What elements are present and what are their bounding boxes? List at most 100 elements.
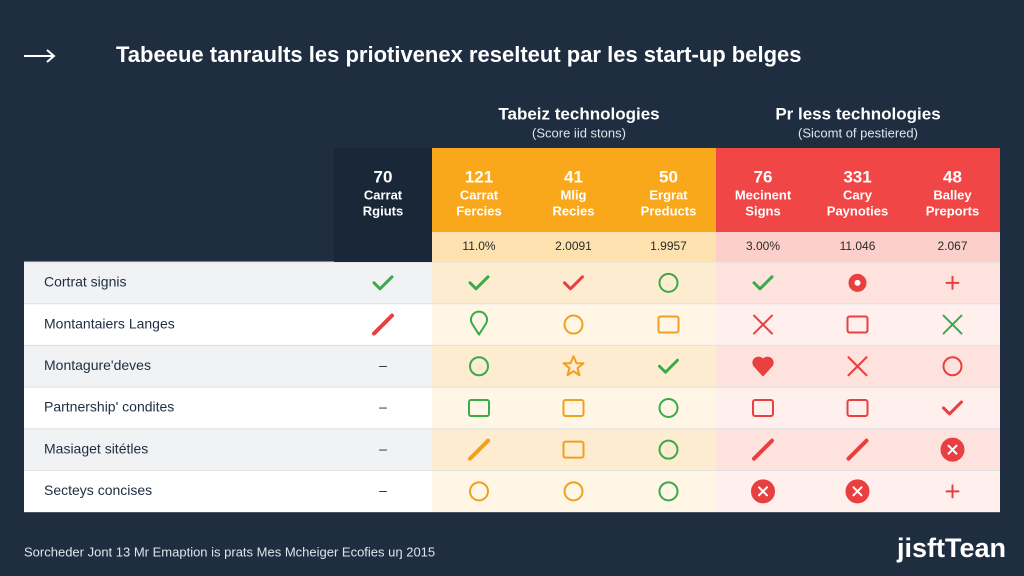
sub-cell — [621, 232, 716, 262]
icon-part — [846, 438, 869, 461]
icon-part — [658, 358, 679, 374]
title: Tabeeue tanraults les priotivenex reselt… — [116, 42, 802, 67]
cell-bg — [621, 303, 716, 346]
sub-cell — [905, 232, 1000, 262]
icon-check — [563, 275, 584, 291]
icon-plus — [945, 275, 960, 290]
row-bg — [24, 470, 334, 513]
group-subtitle: (Sicomt of pestiered) — [798, 125, 918, 140]
icon-pin — [470, 310, 488, 336]
icon-box — [846, 398, 869, 417]
brand: jisftTean — [896, 533, 1006, 563]
cell-bg — [905, 345, 1000, 388]
icon-ring — [469, 356, 489, 377]
icon-dot — [751, 479, 775, 504]
icon-part — [752, 398, 774, 417]
icon-check — [372, 275, 394, 291]
footer-note: Sorcheder Jont 13 Mr Emaption is prats M… — [24, 544, 435, 559]
icon-ring — [469, 481, 489, 502]
header-cell — [432, 148, 526, 232]
column-sub: 2.067 — [937, 239, 967, 253]
cell-bg — [432, 387, 526, 429]
icon-part — [942, 400, 963, 416]
icon-part — [658, 272, 679, 293]
column-number: 331 — [843, 167, 871, 186]
cell-bg — [334, 262, 432, 304]
icon-part — [563, 275, 584, 291]
icon-box — [752, 398, 774, 417]
row-label: Cortrat signis — [44, 274, 126, 290]
icon-dot — [845, 479, 870, 504]
icon-box — [846, 315, 869, 334]
column-number: 41 — [564, 167, 583, 186]
row-label: Montagure'deves — [44, 357, 151, 373]
cell-bg — [905, 387, 1000, 429]
column-sub: 1.9957 — [650, 239, 687, 253]
cell-bg — [334, 470, 432, 513]
header-cell — [810, 148, 905, 232]
icon-pen — [752, 438, 774, 461]
cell-bg — [716, 262, 810, 304]
icon-plus — [945, 484, 960, 499]
icon-part — [658, 397, 679, 418]
icon-x — [847, 356, 868, 377]
icon-box — [562, 440, 585, 459]
dash: – — [379, 482, 387, 498]
header-cell — [526, 148, 621, 232]
column-number: 76 — [754, 167, 773, 186]
sub-cell — [810, 232, 905, 262]
column-label: Mecinent — [735, 187, 792, 202]
column-label: Mlig — [561, 187, 587, 202]
icon-ring — [658, 397, 679, 418]
icon-part — [658, 439, 679, 460]
sub-cell — [526, 232, 621, 262]
cell-bg — [621, 387, 716, 429]
icon-part — [372, 313, 394, 336]
icon-check — [752, 275, 774, 291]
row-label: Secteys concises — [44, 482, 152, 498]
icon-part — [563, 481, 584, 502]
column-number: 50 — [659, 167, 678, 186]
header-cell — [716, 148, 810, 232]
column-label: Paynoties — [827, 203, 888, 218]
column-label: Preports — [926, 203, 979, 218]
cell-bg — [810, 303, 905, 346]
icon-part — [563, 314, 584, 335]
row-bg — [24, 345, 334, 388]
icon-ring — [942, 356, 963, 377]
cell-bg — [334, 428, 432, 471]
cell-bg — [716, 387, 810, 429]
column-sub: 11.0% — [462, 239, 495, 253]
icon-part — [854, 279, 861, 286]
icon-x — [753, 314, 773, 335]
cell-bg — [526, 470, 621, 513]
icon-part — [752, 275, 774, 291]
icon-part — [942, 356, 963, 377]
row-bg — [24, 303, 334, 346]
icon-part — [657, 315, 680, 334]
row-bg — [24, 262, 334, 304]
column-sub: 2.0091 — [555, 239, 592, 253]
icon-part — [372, 275, 394, 291]
icon-ring — [658, 481, 679, 502]
header-cell — [621, 148, 716, 232]
column-sub: 3.00% — [746, 239, 780, 253]
icon-part — [846, 398, 869, 417]
icon-part — [753, 314, 773, 335]
row-label: Montantaiers Langes — [44, 315, 175, 331]
cell-bg — [621, 428, 716, 471]
cell-bg — [432, 303, 526, 346]
cell-bg — [526, 428, 621, 471]
icon-box — [657, 315, 680, 334]
icon-check — [942, 400, 963, 416]
icon-part — [752, 356, 774, 377]
icon-part — [947, 444, 958, 455]
icon-check — [468, 275, 490, 291]
cell-bg — [621, 470, 716, 513]
column-label: Recies — [553, 203, 595, 218]
icon-part — [562, 440, 585, 459]
column-label: Rgiuts — [363, 203, 403, 218]
icon-check — [658, 358, 679, 374]
sub-cell — [432, 232, 526, 262]
